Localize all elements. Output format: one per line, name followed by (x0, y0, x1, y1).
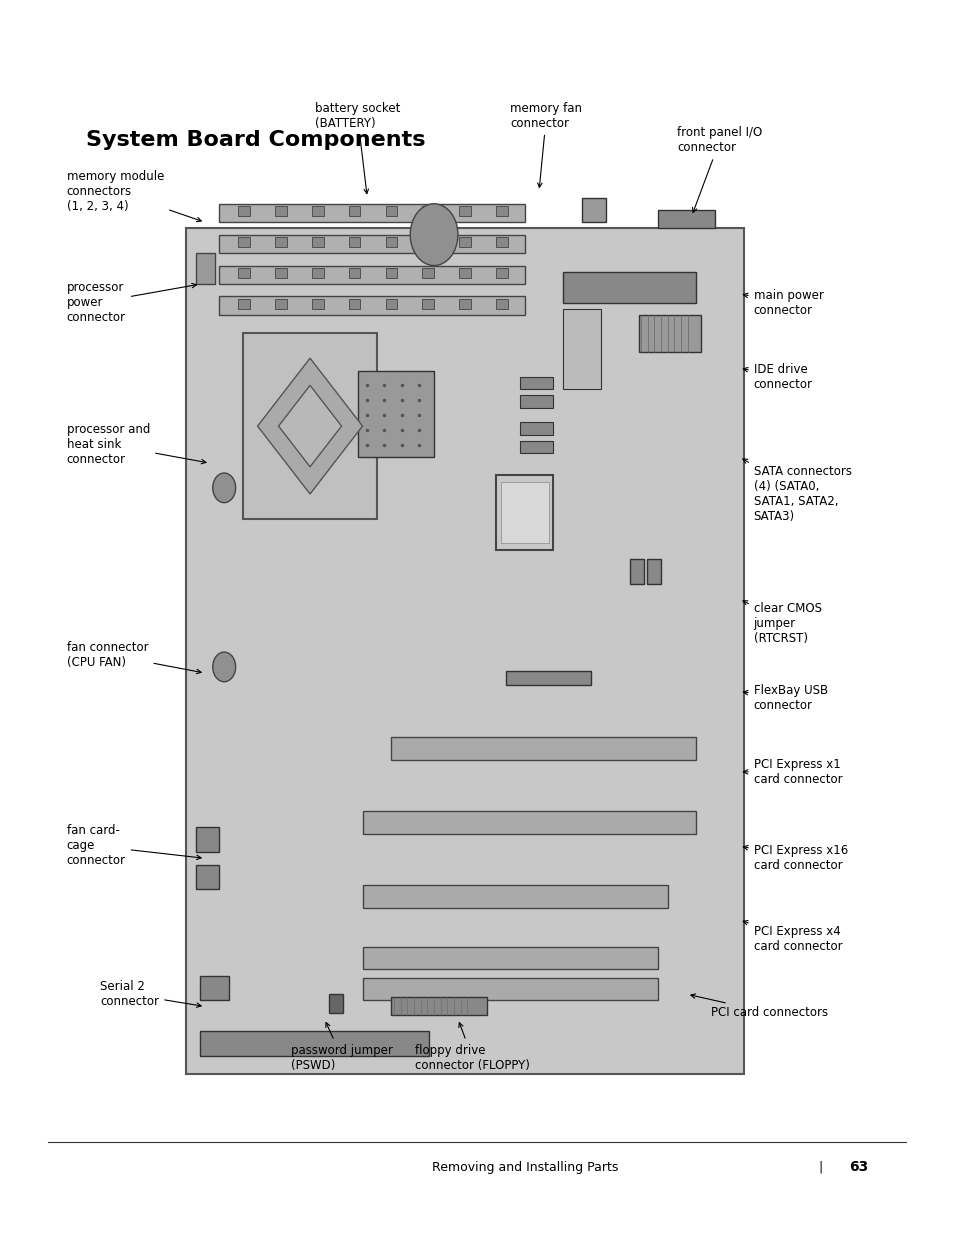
Bar (391, 737, 696, 760)
Bar (238, 206, 250, 216)
Bar (496, 206, 507, 216)
Bar (312, 299, 323, 309)
Bar (243, 333, 376, 519)
Text: Serial 2
connector: Serial 2 connector (100, 981, 201, 1008)
Bar (500, 482, 548, 543)
Bar (646, 559, 660, 584)
Circle shape (410, 204, 457, 266)
Bar (629, 559, 643, 584)
Circle shape (213, 652, 235, 682)
Text: floppy drive
connector (FLOPPY): floppy drive connector (FLOPPY) (415, 1023, 529, 1072)
Text: clear CMOS
jumper
(RTCRST): clear CMOS jumper (RTCRST) (742, 600, 821, 645)
Text: memory module
connectors
(1, 2, 3, 4): memory module connectors (1, 2, 3, 4) (67, 170, 201, 221)
Text: SATA connectors
(4) (SATA0,
SATA1, SATA2,
SATA3): SATA connectors (4) (SATA0, SATA1, SATA2… (742, 459, 851, 522)
Text: System Board Components: System Board Components (86, 130, 425, 149)
Bar (581, 198, 605, 222)
Bar (458, 206, 470, 216)
Bar (200, 1031, 429, 1056)
Bar (562, 272, 696, 303)
Text: FlexBay USB
connector: FlexBay USB connector (742, 684, 827, 711)
Text: memory fan
connector: memory fan connector (510, 101, 581, 188)
Bar (639, 315, 700, 352)
Bar (357, 370, 434, 457)
Bar (562, 309, 600, 389)
Bar (422, 299, 434, 309)
Polygon shape (257, 358, 362, 494)
Bar (312, 206, 323, 216)
Bar (422, 206, 434, 216)
Bar (312, 237, 323, 247)
Bar (195, 253, 214, 284)
Bar (519, 377, 553, 389)
Bar (362, 885, 667, 908)
Bar (422, 237, 434, 247)
Bar (195, 864, 219, 889)
Bar (275, 299, 287, 309)
Bar (496, 299, 507, 309)
Bar (200, 976, 229, 1000)
Bar (238, 299, 250, 309)
Bar (349, 206, 360, 216)
Bar (349, 237, 360, 247)
Bar (219, 266, 524, 284)
Bar (329, 994, 343, 1013)
Bar (219, 296, 524, 315)
Bar (385, 237, 396, 247)
Text: PCI Express x1
card connector: PCI Express x1 card connector (742, 758, 841, 785)
Bar (391, 997, 486, 1015)
Bar (385, 206, 396, 216)
Bar (349, 268, 360, 278)
Bar (496, 268, 507, 278)
Text: 63: 63 (848, 1160, 867, 1174)
Text: IDE drive
connector: IDE drive connector (742, 363, 812, 390)
Bar (312, 268, 323, 278)
Polygon shape (278, 385, 341, 467)
Bar (385, 299, 396, 309)
Text: |: | (818, 1161, 821, 1173)
Bar (238, 268, 250, 278)
Bar (519, 395, 553, 408)
Text: front panel I/O
connector: front panel I/O connector (677, 126, 761, 212)
Text: processor
power
connector: processor power connector (67, 282, 196, 324)
Text: main power
connector: main power connector (742, 289, 822, 316)
Text: battery socket
(BATTERY): battery socket (BATTERY) (314, 101, 399, 194)
Text: Removing and Installing Parts: Removing and Installing Parts (431, 1161, 618, 1173)
Text: password jumper
(PSWD): password jumper (PSWD) (291, 1023, 393, 1072)
Bar (219, 235, 524, 253)
Text: PCI card connectors: PCI card connectors (690, 994, 827, 1019)
Circle shape (213, 473, 235, 503)
Bar (275, 268, 287, 278)
Bar (349, 299, 360, 309)
FancyBboxPatch shape (186, 228, 743, 1074)
Bar (458, 299, 470, 309)
Bar (362, 947, 658, 969)
Bar (219, 204, 524, 222)
Text: fan connector
(CPU FAN): fan connector (CPU FAN) (67, 641, 201, 673)
Text: PCI Express x4
card connector: PCI Express x4 card connector (742, 920, 841, 952)
Bar (195, 827, 219, 852)
Text: fan card-
cage
connector: fan card- cage connector (67, 825, 201, 867)
Bar (385, 268, 396, 278)
Bar (505, 671, 591, 685)
Bar (362, 811, 696, 834)
Bar (658, 210, 715, 228)
Text: PCI Express x16
card connector: PCI Express x16 card connector (742, 845, 847, 872)
Bar (275, 237, 287, 247)
Bar (362, 978, 658, 1000)
Bar (422, 268, 434, 278)
Bar (519, 422, 553, 435)
Bar (275, 206, 287, 216)
Bar (496, 475, 553, 550)
Bar (519, 441, 553, 453)
Bar (496, 237, 507, 247)
Bar (458, 268, 470, 278)
Text: processor and
heat sink
connector: processor and heat sink connector (67, 424, 206, 466)
Bar (238, 237, 250, 247)
Bar (458, 237, 470, 247)
